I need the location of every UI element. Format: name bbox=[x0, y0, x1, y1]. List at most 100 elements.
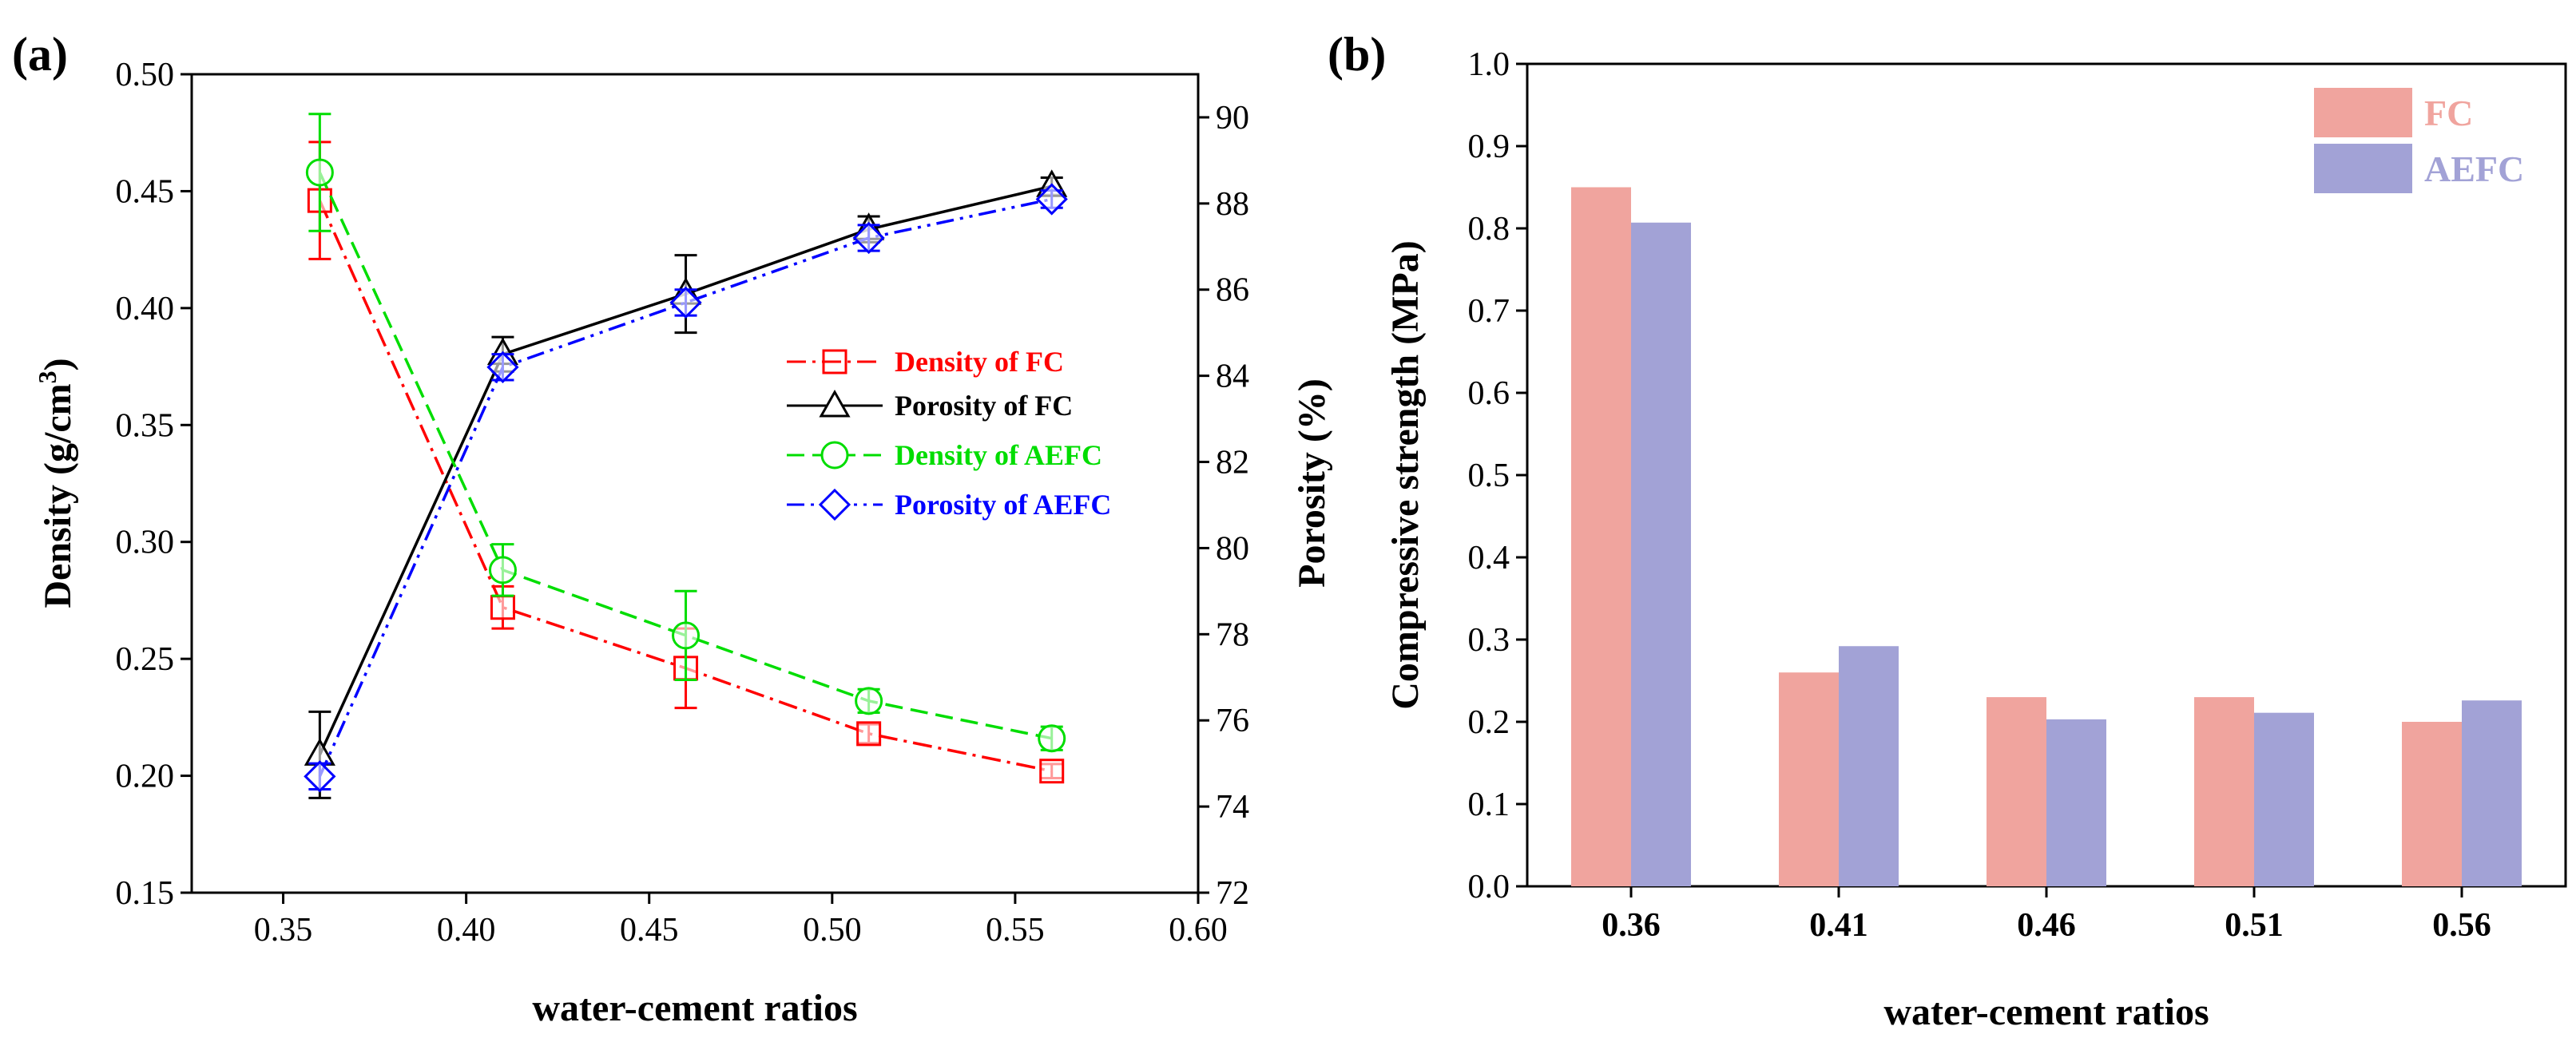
y2-tick-label: 72 bbox=[1216, 875, 1249, 912]
legend-label-porosity-fc: Porosity of FC bbox=[895, 390, 1073, 422]
y-tick-label: 0.50 bbox=[116, 57, 175, 93]
y-tick-label: 0.30 bbox=[116, 525, 175, 561]
data-point-diamond bbox=[1035, 183, 1068, 216]
bar-aefc-0-46 bbox=[2046, 719, 2106, 886]
y2-tick-label: 78 bbox=[1216, 616, 1249, 653]
x-tick-label: 0.50 bbox=[803, 912, 862, 949]
panel-a-ticks: 0.35 0.40 0.45 0.50 0.55 0.60 0.15 0.20 0.25 0.30… bbox=[116, 57, 1250, 949]
y-tick-label: 0.15 bbox=[116, 875, 175, 912]
legend-diamond-marker bbox=[818, 488, 851, 521]
x-tick-label: 0.46 bbox=[2017, 907, 2076, 944]
panel-a-y-axis-label: Density (g/cm3) bbox=[33, 358, 79, 608]
legend-swatch-fc bbox=[2314, 88, 2412, 137]
data-point-square bbox=[490, 595, 515, 620]
x-tick-label: 0.51 bbox=[2225, 907, 2284, 944]
data-point-diamond bbox=[852, 221, 885, 255]
bar-aefc-0-41 bbox=[1839, 646, 1899, 886]
legend-item-density-fc: Density of FC bbox=[787, 346, 1064, 378]
y-tick-label: 0.8 bbox=[1468, 211, 1510, 248]
y-tick-label: 0.45 bbox=[116, 173, 175, 210]
data-point-circle bbox=[1038, 724, 1066, 753]
data-point-square bbox=[1039, 759, 1065, 784]
panel-b-legend: FC AEFC bbox=[2314, 88, 2524, 193]
bar-aefc-0-56 bbox=[2462, 700, 2522, 886]
x-tick-label: 0.35 bbox=[254, 912, 313, 949]
legend-circle-marker bbox=[820, 441, 849, 470]
y2-tick-label: 88 bbox=[1216, 186, 1249, 223]
y-tick-label: 0.20 bbox=[116, 759, 175, 795]
y-tick-label: 0.25 bbox=[116, 641, 175, 678]
panel-b-x-axis-label: water-cement ratios bbox=[1883, 991, 2209, 1033]
legend-item-fc: FC bbox=[2314, 88, 2473, 137]
y-tick-label: 1.0 bbox=[1468, 46, 1510, 83]
y2-tick-label: 76 bbox=[1216, 703, 1249, 739]
data-point-circle bbox=[855, 687, 883, 715]
legend-triangle-marker bbox=[819, 389, 851, 418]
series-line bbox=[318, 197, 1053, 778]
panel-b-bars bbox=[1571, 187, 2522, 886]
y-tick-label: 0.2 bbox=[1468, 704, 1510, 741]
y2-tick-label: 74 bbox=[1216, 789, 1249, 826]
panel-a-line-chart: (a) 0.35 0.40 0.45 0.50 0.55 0.60 0.15 0.20 0.25… bbox=[12, 28, 1333, 1029]
data-point-circle bbox=[488, 556, 517, 584]
y2-tick-label: 90 bbox=[1216, 100, 1249, 137]
data-point-square bbox=[856, 721, 882, 747]
x-tick-label: 0.41 bbox=[1809, 907, 1868, 944]
panel-b-y-axis-label: Compressive strength (MPa) bbox=[1384, 240, 1427, 709]
x-tick-label: 0.56 bbox=[2432, 907, 2491, 944]
series-porosity-of-aefc bbox=[304, 183, 1068, 793]
legend-item-porosity-aefc: Porosity of AEFC bbox=[787, 488, 1111, 521]
series-line bbox=[318, 172, 1053, 740]
data-point-diamond bbox=[304, 760, 336, 793]
panel-a-series bbox=[304, 113, 1068, 799]
y-tick-label: 0.6 bbox=[1468, 375, 1510, 412]
legend-item-aefc: AEFC bbox=[2314, 144, 2524, 193]
x-tick-label: 0.45 bbox=[620, 912, 679, 949]
series-density-of-aefc bbox=[305, 113, 1066, 753]
y-tick-label: 0.9 bbox=[1468, 129, 1510, 165]
panel-a-legend: Density of FC Porosity of FC Density of … bbox=[787, 346, 1111, 521]
legend-swatch-aefc bbox=[2314, 144, 2412, 193]
y-tick-label: 0.3 bbox=[1468, 622, 1510, 659]
bar-aefc-0-36 bbox=[1631, 222, 1691, 886]
y2-tick-label: 86 bbox=[1216, 272, 1249, 309]
y-tick-label: 0.1 bbox=[1468, 786, 1510, 823]
bar-aefc-0-51 bbox=[2254, 712, 2314, 886]
y2-tick-label: 84 bbox=[1216, 359, 1249, 395]
legend-item-porosity-fc: Porosity of FC bbox=[787, 389, 1073, 422]
legend-label-density-aefc: Density of AEFC bbox=[895, 439, 1102, 471]
data-point-circle bbox=[672, 621, 701, 650]
x-tick-label: 0.55 bbox=[986, 912, 1045, 949]
y2-tick-label: 80 bbox=[1216, 530, 1249, 567]
y-tick-label: 0.4 bbox=[1468, 540, 1510, 576]
legend-square-marker bbox=[822, 349, 847, 374]
bar-fc-0-56 bbox=[2402, 722, 2462, 886]
panel-a-x-axis-label: water-cement ratios bbox=[532, 987, 857, 1029]
x-tick-label: 0.36 bbox=[1602, 907, 1661, 944]
data-point-diamond bbox=[669, 286, 702, 319]
bar-fc-0-46 bbox=[1987, 697, 2046, 886]
bar-fc-0-51 bbox=[2194, 697, 2254, 886]
panel-a-plot-frame bbox=[190, 73, 1200, 894]
panel-a-y2-axis-label: Porosity (%) bbox=[1291, 378, 1333, 588]
y2-tick-label: 82 bbox=[1216, 445, 1249, 481]
y-tick-label: 0.5 bbox=[1468, 458, 1510, 494]
y-tick-label: 0.35 bbox=[116, 407, 175, 444]
bar-fc-0-41 bbox=[1779, 672, 1839, 886]
legend-item-density-aefc: Density of AEFC bbox=[787, 439, 1102, 471]
legend-label-fc: FC bbox=[2424, 93, 2473, 133]
panel-b-ticks: 0.0 0.1 0.2 0.3 0.4 0.5 0.6 0.7 0.8 0.9 1.0 0.36 0.4… bbox=[1468, 46, 2491, 944]
bar-fc-0-36 bbox=[1571, 187, 1631, 886]
y-tick-label: 0.0 bbox=[1468, 869, 1510, 905]
legend-label-density-fc: Density of FC bbox=[895, 346, 1064, 378]
x-tick-label: 0.40 bbox=[437, 912, 496, 949]
data-point-diamond bbox=[486, 351, 519, 383]
legend-label-aefc: AEFC bbox=[2424, 149, 2524, 189]
y-tick-label: 0.40 bbox=[116, 291, 175, 327]
y-tick-label: 0.7 bbox=[1468, 293, 1510, 330]
panel-b-label: (b) bbox=[1328, 28, 1386, 81]
x-tick-label: 0.60 bbox=[1169, 912, 1228, 949]
panel-b-bar-chart: (b) 0.0 0.1 0.2 0.3 0.4 0.5 0.6 0.7 0.8 0.9 1.0 0.3… bbox=[1328, 28, 2567, 1033]
legend-label-porosity-aefc: Porosity of AEFC bbox=[895, 489, 1111, 521]
